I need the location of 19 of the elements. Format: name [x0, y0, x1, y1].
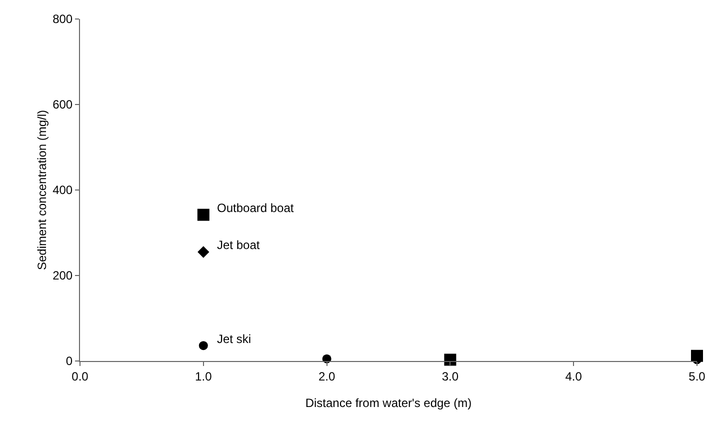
y-tick-label: 200	[52, 268, 73, 283]
x-tick-label: 5.0	[688, 369, 706, 384]
y-tick-label: 0	[66, 354, 73, 368]
x-tick-label: 0.0	[72, 369, 89, 384]
series-label: Outboard boat	[217, 201, 294, 215]
y-tick-label: 400	[52, 183, 73, 198]
point	[198, 246, 210, 258]
x-tick-label: 2.0	[318, 369, 336, 384]
point	[197, 208, 210, 221]
x-axis-title: Distance from water's edge (m)	[305, 396, 472, 410]
x-tick-label: 1.0	[195, 369, 212, 384]
x-tick-label: 4.0	[565, 369, 582, 384]
y-tick-label: 800	[52, 12, 73, 26]
point	[198, 341, 208, 350]
x-tick-label: 3.0	[442, 369, 459, 384]
series-label: Jet ski	[217, 332, 252, 346]
y-tick-label: 600	[52, 98, 73, 112]
series-label: Jet boat	[217, 238, 260, 252]
y-axis-title: Sediment concentration (mg/l)	[35, 110, 49, 270]
